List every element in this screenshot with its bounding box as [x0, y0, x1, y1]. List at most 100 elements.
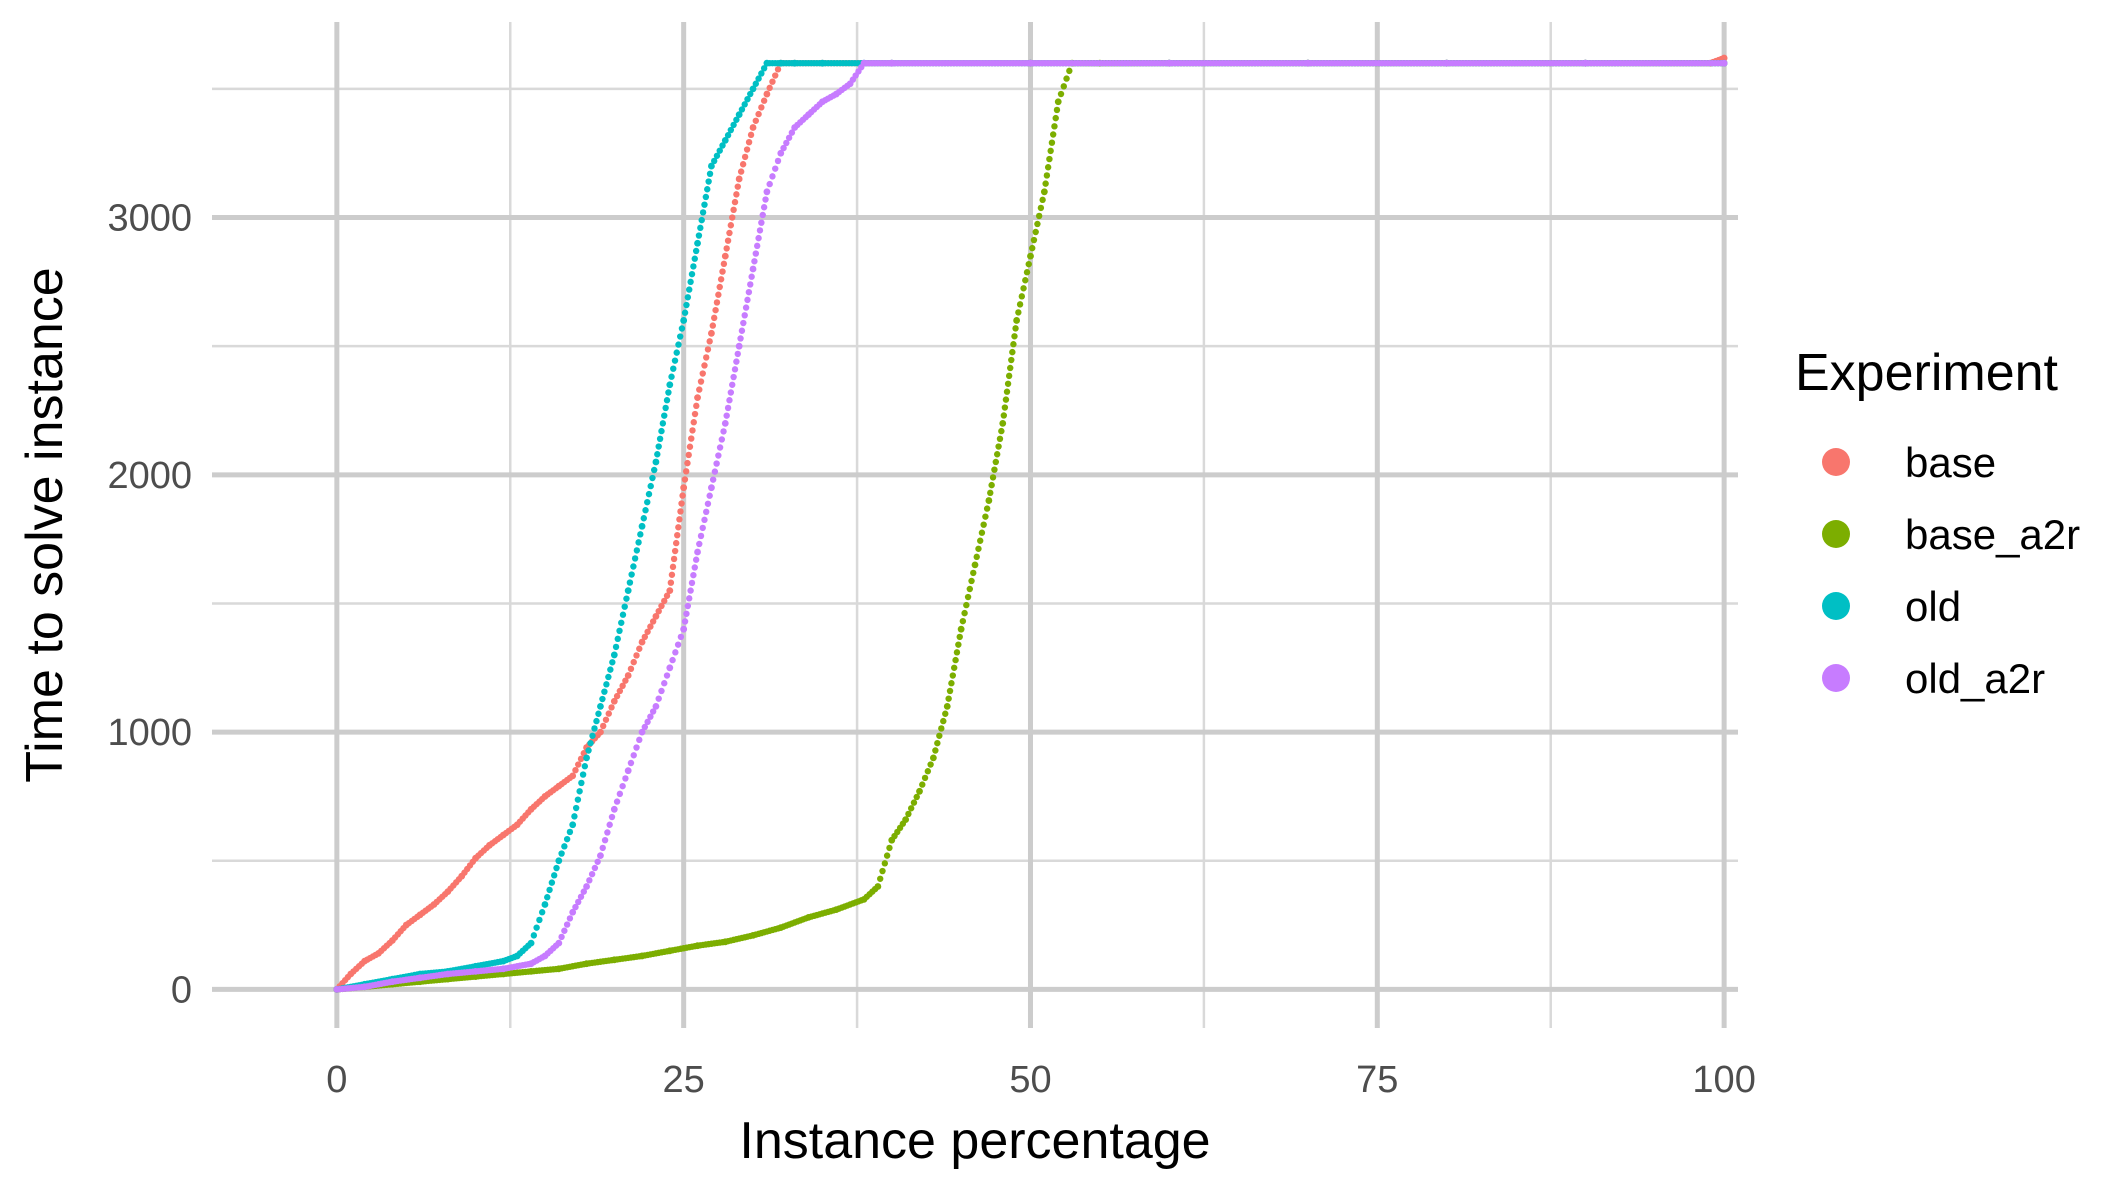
data-point [536, 916, 543, 924]
data-point [583, 754, 590, 762]
data-point [697, 532, 705, 540]
data-point [586, 877, 593, 884]
data-point [1007, 364, 1014, 372]
data-point [619, 611, 627, 618]
data-point [968, 577, 975, 585]
data-point [662, 404, 669, 412]
data-point [709, 476, 717, 483]
data-point [594, 858, 601, 865]
data-point [970, 569, 977, 577]
data-point [609, 659, 616, 666]
data-point [752, 80, 760, 87]
data-point [525, 968, 532, 975]
data-point [755, 75, 762, 82]
legend-label: old [1905, 583, 1961, 630]
data-point [704, 346, 712, 353]
data-point [636, 953, 643, 960]
data-point [587, 739, 594, 747]
data-point [613, 798, 621, 805]
data-point [561, 843, 568, 850]
data-point [1044, 164, 1052, 171]
data-point [706, 338, 713, 345]
data-point [497, 965, 504, 973]
data-point [723, 245, 730, 252]
data-point [683, 301, 690, 309]
data-point [552, 965, 560, 973]
data-point [627, 759, 635, 767]
data-point [1034, 220, 1041, 228]
data-point [555, 857, 563, 865]
data-point [1039, 196, 1046, 204]
data-point [751, 258, 758, 265]
data-point [661, 412, 668, 419]
data-point [675, 341, 682, 348]
data-point [712, 306, 719, 314]
data-point [1024, 59, 1031, 67]
data-point [659, 420, 667, 427]
data-point [706, 170, 714, 178]
data-point [550, 872, 558, 879]
data-point [414, 975, 421, 982]
data-point [943, 702, 951, 710]
data-point [747, 932, 754, 940]
data-point [666, 381, 674, 389]
data-point [649, 474, 656, 482]
data-point [975, 545, 982, 552]
data-point [455, 876, 463, 883]
data-point [684, 602, 692, 610]
data-point [988, 481, 995, 489]
data-point [569, 908, 577, 916]
data-point [601, 836, 609, 844]
data-point [689, 427, 696, 434]
data-point [774, 66, 782, 73]
data-point [621, 603, 628, 610]
data-point [607, 666, 614, 673]
data-point [344, 973, 352, 981]
data-point [1018, 293, 1026, 300]
x-axis-title: Instance percentage [739, 1112, 1210, 1170]
data-point [744, 95, 751, 103]
data-point [358, 983, 366, 991]
data-point [769, 78, 776, 85]
data-point [816, 59, 823, 67]
data-point [934, 739, 941, 747]
data-point [1001, 404, 1009, 411]
data-point [762, 196, 769, 203]
data-point [727, 126, 735, 134]
data-point [1010, 341, 1017, 348]
data-point [802, 113, 809, 121]
data-point [614, 635, 621, 643]
data-point [730, 206, 737, 214]
data-point [730, 121, 737, 129]
data-point [561, 927, 568, 934]
data-point [610, 805, 618, 813]
data-point [731, 366, 739, 373]
data-point [949, 672, 957, 679]
data-point [612, 643, 620, 651]
data-point [692, 247, 700, 255]
data-point [741, 312, 748, 319]
data-point [511, 953, 518, 961]
data-point [959, 617, 967, 625]
data-point [427, 903, 435, 910]
data-point [1015, 309, 1022, 316]
data-point [998, 427, 1005, 435]
data-point [684, 294, 692, 301]
data-point [727, 222, 735, 229]
data-point [749, 85, 757, 93]
data-point [755, 110, 762, 118]
data-point [641, 723, 649, 731]
data-point [613, 692, 621, 700]
data-point [589, 732, 596, 739]
data-point [830, 907, 837, 914]
data-point [372, 951, 379, 959]
data-point [630, 563, 637, 570]
data-point [630, 658, 637, 666]
data-point [566, 915, 574, 922]
data-point [673, 349, 680, 356]
data-point [883, 852, 891, 859]
data-point [686, 286, 693, 293]
data-point [701, 362, 708, 369]
data-point [1022, 277, 1029, 284]
